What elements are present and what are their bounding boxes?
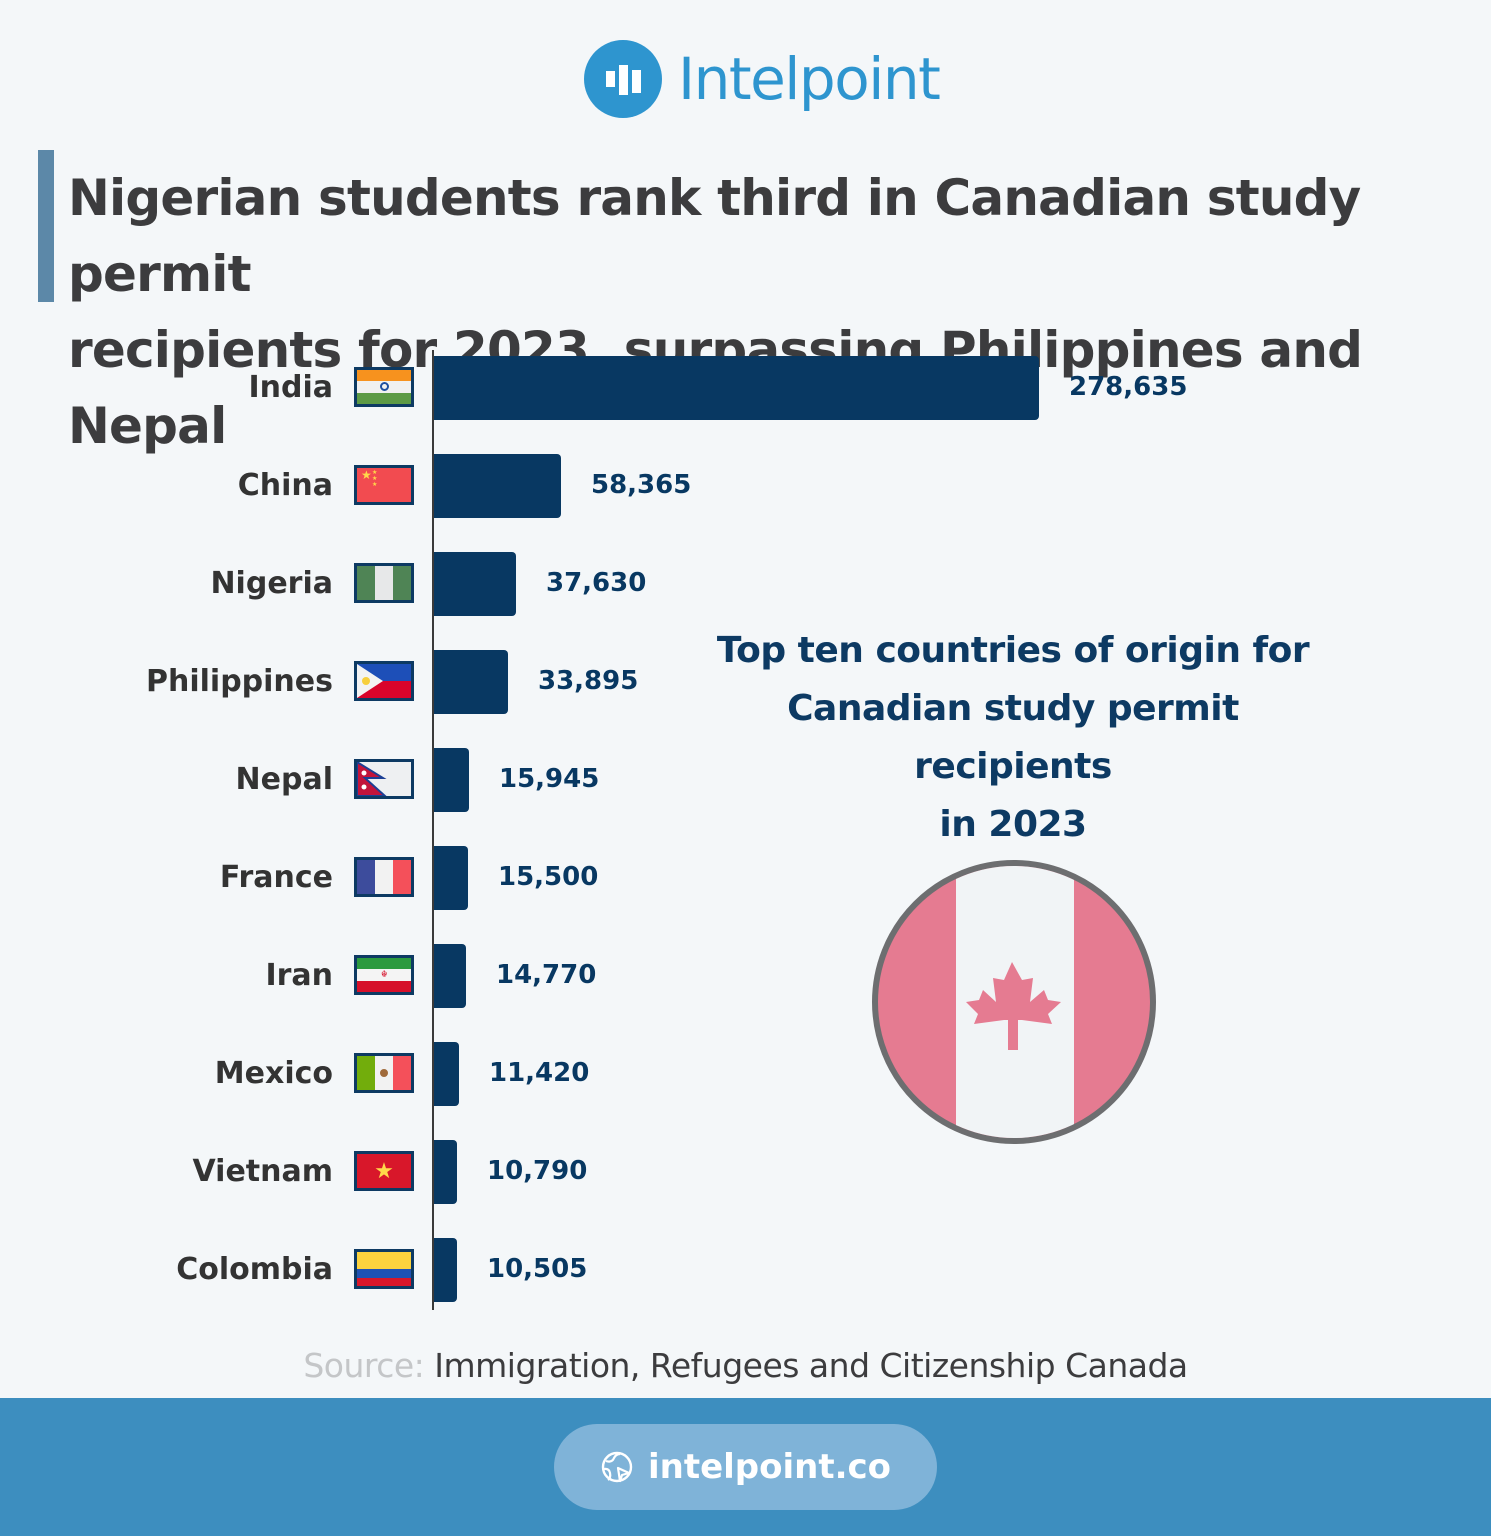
colombia-flag-icon xyxy=(354,1249,414,1289)
bar xyxy=(434,356,1039,420)
china-flag-icon: ★ ★ ★ ★ xyxy=(354,465,414,505)
bar-row: Mexico 11,420 xyxy=(0,1042,1300,1106)
bar-row: Iran ☬ 14,770 xyxy=(0,944,1300,1008)
value-label: 10,790 xyxy=(487,1156,588,1186)
headline-line-1: Nigerian students rank third in Canadian… xyxy=(68,169,1361,303)
bar xyxy=(434,1140,457,1204)
chart-title: Top ten countries of origin for Canadian… xyxy=(700,622,1326,854)
country-label: Vietnam xyxy=(192,1154,333,1189)
maple-leaf-icon xyxy=(966,962,1061,1050)
nepal-flag-icon xyxy=(354,759,414,799)
chart-title-line-1: Top ten countries of origin for xyxy=(716,630,1310,671)
country-label: Nepal xyxy=(235,762,333,797)
value-label: 37,630 xyxy=(546,568,647,598)
philippines-flag-icon xyxy=(354,661,414,701)
chart-title-line-3: in 2023 xyxy=(939,804,1087,845)
bar-row: Vietnam ★ 10,790 xyxy=(0,1140,1300,1204)
chart-title-line-2: Canadian study permit recipients xyxy=(787,688,1239,787)
bar xyxy=(434,748,469,812)
bar-chart-logo-icon xyxy=(584,40,662,118)
source-label: Source: xyxy=(303,1346,425,1385)
value-label: 15,945 xyxy=(499,764,600,794)
country-label: France xyxy=(219,860,333,895)
country-label: Philippines xyxy=(146,664,333,699)
bar xyxy=(434,650,508,714)
france-flag-icon xyxy=(354,857,414,897)
country-label: Iran xyxy=(265,958,333,993)
value-label: 11,420 xyxy=(489,1058,590,1088)
source-text: Immigration, Refugees and Citizenship Ca… xyxy=(424,1346,1188,1385)
bar-row: China ★ ★ ★ ★ 58,365 xyxy=(0,454,1300,518)
value-label: 10,505 xyxy=(487,1254,588,1284)
iran-flag-icon: ☬ xyxy=(354,955,414,995)
bar xyxy=(434,846,468,910)
value-label: 14,770 xyxy=(496,960,597,990)
country-label: Nigeria xyxy=(210,566,333,601)
globe-icon xyxy=(601,1451,633,1483)
bar xyxy=(434,454,561,518)
bar-row: Philippines 33,895 xyxy=(0,650,1300,714)
bar-row: France 15,500 xyxy=(0,846,1300,910)
website-link[interactable]: intelpoint.co xyxy=(554,1424,937,1510)
brand-logo: Intelpoint xyxy=(584,40,941,118)
country-label: China xyxy=(237,468,333,503)
value-label: 15,500 xyxy=(498,862,599,892)
footer: intelpoint.co xyxy=(0,1398,1491,1536)
bar xyxy=(434,552,516,616)
website-url: intelpoint.co xyxy=(647,1447,892,1487)
value-label: 33,895 xyxy=(538,666,639,696)
value-label: 278,635 xyxy=(1069,372,1188,402)
bar xyxy=(434,1238,457,1302)
bar-row: India 278,635 xyxy=(0,356,1300,420)
headline-accent-bar xyxy=(38,150,54,302)
country-label: Colombia xyxy=(176,1252,333,1287)
headline: Nigerian students rank third in Canadian… xyxy=(68,160,1468,464)
chart-axis-line xyxy=(432,350,434,1310)
value-label: 58,365 xyxy=(591,470,692,500)
bar-row: Nepal 15,945 xyxy=(0,748,1300,812)
vietnam-flag-icon: ★ xyxy=(354,1151,414,1191)
bar-row: Colombia 10,505 xyxy=(0,1238,1300,1302)
country-label: Mexico xyxy=(214,1056,333,1091)
brand-name: Intelpoint xyxy=(678,45,941,113)
country-label: India xyxy=(248,370,333,405)
india-flag-icon xyxy=(354,367,414,407)
nigeria-flag-icon xyxy=(354,563,414,603)
bar xyxy=(434,944,466,1008)
mexico-flag-icon xyxy=(354,1053,414,1093)
source-note: Source: Immigration, Refugees and Citize… xyxy=(0,1346,1491,1385)
bar xyxy=(434,1042,459,1106)
bar-row: Nigeria 37,630 xyxy=(0,552,1300,616)
canada-flag-icon xyxy=(872,860,1156,1144)
